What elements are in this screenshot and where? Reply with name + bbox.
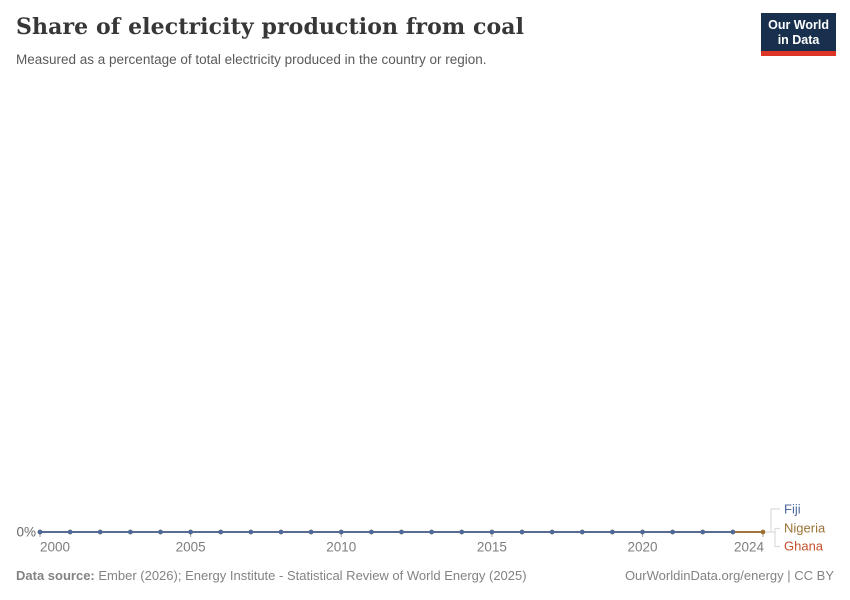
y-axis-label: 0% — [16, 525, 36, 540]
data-point-fiji[interactable] — [579, 529, 585, 535]
page-title: Share of electricity production from coa… — [16, 14, 525, 40]
x-axis-label: 2024 — [734, 540, 765, 555]
data-point-fiji[interactable] — [218, 529, 224, 535]
data-point-fiji[interactable] — [670, 529, 675, 535]
x-axis-label: 2000 — [40, 540, 70, 555]
data-point-fiji[interactable] — [67, 529, 73, 535]
data-point-fiji[interactable] — [188, 529, 193, 535]
data-point-fiji[interactable] — [128, 529, 133, 535]
legend-connector-ghana — [774, 532, 780, 548]
owid-logo[interactable]: Our World in Data — [761, 13, 836, 56]
data-point-fiji[interactable] — [549, 529, 555, 535]
owid-logo-line2: in Data — [777, 33, 820, 47]
data-point-fiji[interactable] — [640, 529, 645, 535]
data-point-fiji[interactable] — [610, 529, 615, 535]
data-point-fiji[interactable] — [308, 529, 314, 535]
footer-license-link[interactable]: OurWorldinData.org/energy | CC BY — [624, 568, 834, 583]
data-point-fiji[interactable] — [369, 529, 374, 535]
data-point-fiji[interactable] — [248, 529, 254, 535]
data-point-fiji[interactable] — [429, 529, 434, 535]
data-point-fiji[interactable] — [278, 529, 284, 535]
data-point-nigeria[interactable] — [760, 529, 766, 535]
data-point-fiji[interactable] — [519, 529, 525, 535]
data-point-fiji[interactable] — [338, 529, 344, 535]
x-axis-label: 2005 — [176, 540, 206, 555]
x-axis-label: 2020 — [627, 540, 657, 555]
data-point-fiji[interactable] — [730, 529, 736, 535]
data-point-fiji[interactable] — [158, 529, 163, 535]
data-point-fiji[interactable] — [489, 529, 495, 535]
data-source: Data source: Ember (2026); Energy Instit… — [16, 568, 527, 583]
legend-connector-fiji — [766, 508, 780, 533]
chart-subtitle: Measured as a percentage of total electr… — [16, 52, 487, 67]
legend-connector-nigeria — [771, 527, 780, 533]
legend-label-fiji[interactable]: Fiji — [784, 502, 801, 517]
data-point-fiji[interactable] — [97, 529, 103, 535]
legend-label-nigeria[interactable]: Nigeria — [784, 521, 826, 536]
owid-logo-line1: Our World — [768, 18, 829, 32]
data-point-fiji[interactable] — [37, 529, 43, 535]
data-source-text: Ember (2026); Energy Institute - Statist… — [94, 568, 527, 583]
legend-label-ghana[interactable]: Ghana — [784, 539, 824, 554]
x-axis-label: 2010 — [326, 540, 356, 555]
x-axis-label: 2015 — [477, 540, 507, 555]
data-point-fiji[interactable] — [700, 529, 706, 535]
chart-footer: Data source: Ember (2026); Energy Instit… — [16, 568, 834, 583]
data-point-fiji[interactable] — [399, 529, 404, 535]
data-source-label: Data source: — [16, 568, 95, 583]
data-point-fiji[interactable] — [459, 529, 465, 535]
